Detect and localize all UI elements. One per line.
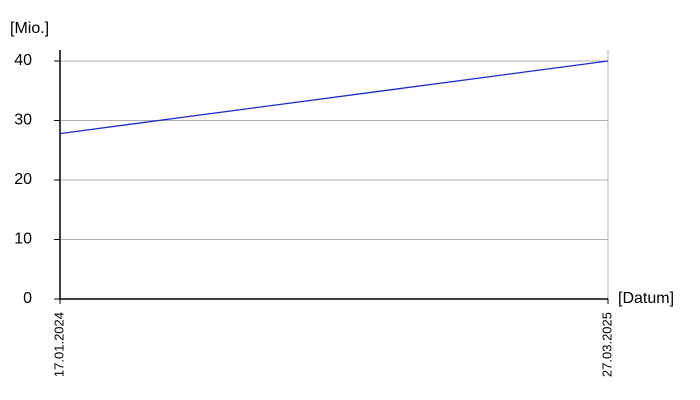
y-tick-label: 0 (23, 290, 32, 307)
y-tick-label: 20 (14, 171, 32, 188)
x-tick-label: 27.03.2025 (599, 312, 614, 377)
y-axis-label: [Mio.] (10, 20, 49, 37)
x-axis-label: [Datum] (618, 290, 674, 307)
y-tick-label: 10 (14, 231, 32, 248)
x-tick-label: 17.01.2024 (51, 312, 66, 377)
y-tick-label: 30 (14, 112, 32, 129)
y-tick-label: 40 (14, 52, 32, 69)
line-series (59, 60, 609, 135)
